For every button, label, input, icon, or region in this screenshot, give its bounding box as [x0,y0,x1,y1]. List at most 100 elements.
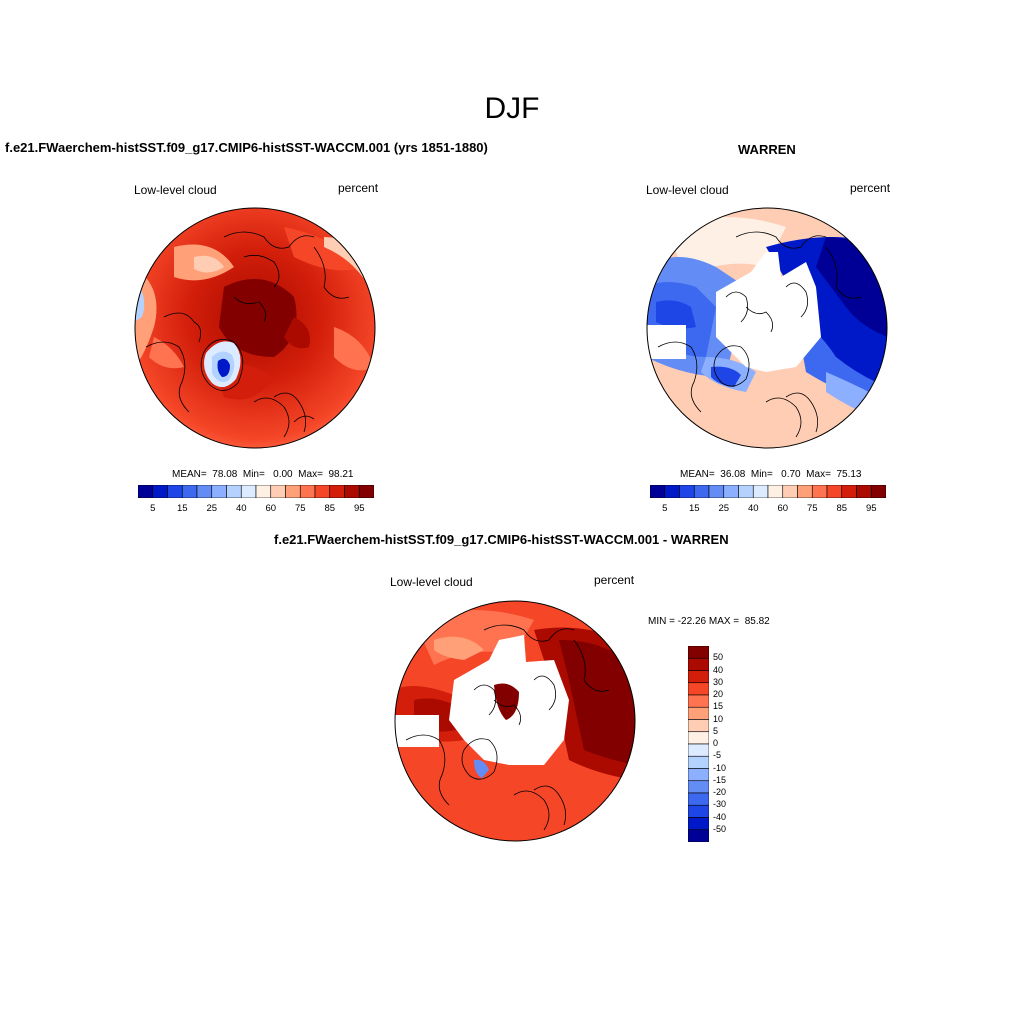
colorbar-tick-label: 20 [713,689,724,699]
colorbar-box [856,485,872,498]
colorbar-tick-label: -50 [713,823,727,834]
colorbar-box [688,682,709,696]
variable-label-diff: Low-level cloud [390,575,473,589]
colorbar-tick-label: 15 [176,503,188,514]
stats-test: MEAN= 78.08 Min= 0.00 Max= 98.21 [172,469,354,480]
stats-diff: MIN = -22.26 MAX = 85.82 [648,616,770,627]
colorbar-box [688,670,709,684]
polar-map-obs [646,207,888,449]
colorbar-tick-label: 85 [836,503,848,514]
colorbar-tick-label: -15 [713,774,727,785]
colorbar-box [181,485,198,498]
colorbar-box [167,485,183,498]
colorbar-box [344,485,360,498]
colorbar-tick-label: -30 [713,799,727,810]
colorbar-box [708,485,725,498]
colorbar-tick-label: 5 [150,503,156,514]
colorbar-box [138,485,154,498]
colorbar-box [688,780,709,794]
colorbar-box [841,485,857,498]
colorbar-tick-label: 95 [865,503,877,514]
colorbar-box [688,817,709,831]
units-label-diff: percent [594,573,635,587]
colorbar-box [314,485,331,498]
colorbar-tick-label: 5 [662,503,668,514]
colorbar-box [688,657,709,671]
polar-map-diff [394,600,636,842]
colorbar-tick-label: -5 [713,750,722,761]
colorbar-box [688,731,709,745]
colorbar-box [688,804,709,818]
colorbar-tick-label: 40 [713,664,724,675]
colorbar-tick-label: 60 [265,503,277,514]
colorbar-tick-label: -10 [713,762,727,773]
units-label-test: percent [338,181,379,195]
colorbar-box [797,485,813,498]
colorbar-tick-label: 25 [206,503,218,514]
colorbar-tick-label: 40 [235,503,247,514]
colorbar-tick-label: 0 [713,738,719,748]
colorbar-tick-label: 85 [324,503,336,514]
colorbar-box [664,485,680,498]
colorbar-box [270,485,286,498]
colorbar-box [152,485,168,498]
colorbar-tick-label: -40 [713,811,727,822]
colorbar-tick-label: 10 [713,713,724,724]
colorbar-ticks-diff: 50 40 30 20 15 10 5 0 -5 -10 -15 -20 -30 -40 -50 [713,646,753,842]
colorbar-box [811,485,828,498]
colorbar-box [688,706,709,720]
colorbar-tick-label: 75 [294,503,306,514]
colorbar-box [196,485,213,498]
colorbar-box [688,694,709,708]
colorbar-box [255,485,272,498]
colorbar-box [688,719,709,733]
colorbar-box [329,485,345,498]
colorbar-tick-label: 15 [713,701,724,712]
panel-title-obs: WARREN [738,142,796,157]
colorbar-box [679,485,695,498]
colorbar-box [688,743,709,757]
colorbar-box [870,485,886,498]
colorbar-box [688,646,709,659]
colorbar-box [738,485,754,498]
colorbar-box [650,485,666,498]
colorbar-test [138,485,374,498]
colorbar-tick-label: 75 [806,503,818,514]
colorbar-tick-label: 40 [747,503,759,514]
colorbar-box [688,768,709,782]
colorbar-ticks-obs: 5 15 25 40 60 75 85 95 [650,503,886,517]
figure-title: DJF [484,92,540,125]
colorbar-box [285,485,301,498]
colorbar-tick-label: 25 [718,503,730,514]
colorbar-box [723,485,739,498]
colorbar-tick-label: 30 [713,676,724,687]
colorbar-ticks-test: 5 15 25 40 60 75 85 95 [138,503,374,517]
colorbar-box [358,485,374,498]
stats-obs: MEAN= 36.08 Min= 0.70 Max= 75.13 [680,469,862,480]
colorbar-box [782,485,798,498]
colorbar-box [767,485,784,498]
colorbar-box [752,485,769,498]
colorbar-box [688,755,709,769]
colorbar-box [226,485,242,498]
colorbar-obs [650,485,886,498]
colorbar-diff [688,646,709,842]
colorbar-box [688,829,709,842]
colorbar-box [693,485,710,498]
polar-map-test [134,207,376,449]
colorbar-tick-label: 50 [713,652,724,663]
colorbar-box [299,485,316,498]
colorbar-tick-label: 95 [353,503,365,514]
colorbar-box [211,485,227,498]
variable-label-obs: Low-level cloud [646,183,729,197]
panel-title-diff: f.e21.FWaerchem-histSST.f09_g17.CMIP6-hi… [274,532,729,547]
colorbar-box [826,485,843,498]
panel-title-test: f.e21.FWaerchem-histSST.f09_g17.CMIP6-hi… [5,140,488,155]
colorbar-tick-label: 60 [777,503,789,514]
colorbar-tick-label: 5 [713,725,719,736]
colorbar-tick-label: 15 [688,503,700,514]
colorbar-tick-label: -20 [713,787,727,797]
variable-label-test: Low-level cloud [134,183,217,197]
colorbar-box [688,792,709,806]
colorbar-box [240,485,257,498]
